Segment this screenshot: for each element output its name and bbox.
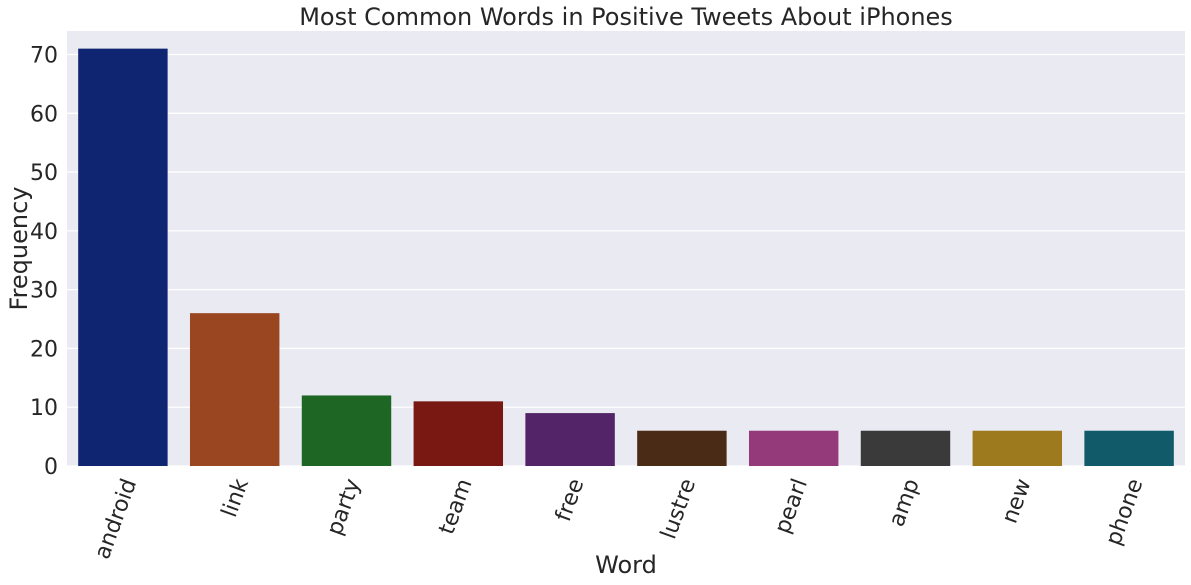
y-tick-label: 20 (30, 337, 58, 362)
y-tick-label: 60 (30, 102, 58, 127)
bar-new (972, 430, 1063, 466)
x-tick-label-link: link (217, 475, 254, 520)
x-tick-label-lustre: lustre (656, 476, 701, 543)
x-tick-labels: android link party team free lustre pearl amp ne… (90, 475, 1148, 562)
bar-free (525, 413, 615, 466)
x-tick-label-phone: phone (1101, 476, 1148, 549)
bar-team (413, 401, 504, 466)
bars (78, 48, 1174, 467)
x-tick-label-amp: amp (885, 476, 925, 530)
bar-pearl (748, 430, 839, 466)
bar-party (301, 395, 392, 466)
y-tick-label: 30 (30, 279, 58, 304)
x-axis-title: Word (595, 551, 657, 579)
bar-link (189, 313, 280, 466)
y-axis-title: Frequency (5, 187, 33, 311)
x-tick-label-team: team (435, 476, 478, 538)
y-tick-label: 50 (30, 161, 58, 186)
x-tick-label-free: free (551, 476, 589, 525)
chart-title: Most Common Words in Positive Tweets Abo… (299, 3, 953, 31)
x-tick-label-party: party (322, 476, 365, 539)
y-tick-label: 0 (44, 455, 58, 480)
bar-android (78, 48, 168, 467)
y-tick-label: 70 (30, 44, 58, 69)
y-tick-label: 40 (30, 220, 58, 245)
x-tick-label-android: android (90, 476, 142, 563)
x-tick-label-pearl: pearl (770, 476, 813, 537)
x-tick-label-new: new (998, 476, 1037, 527)
y-tick-labels: 0 10 20 30 40 50 60 70 (30, 44, 58, 480)
bar-phone (1084, 430, 1174, 466)
y-tick-label: 10 (30, 396, 58, 421)
bar-amp (860, 430, 951, 466)
bar-lustre (637, 430, 727, 466)
